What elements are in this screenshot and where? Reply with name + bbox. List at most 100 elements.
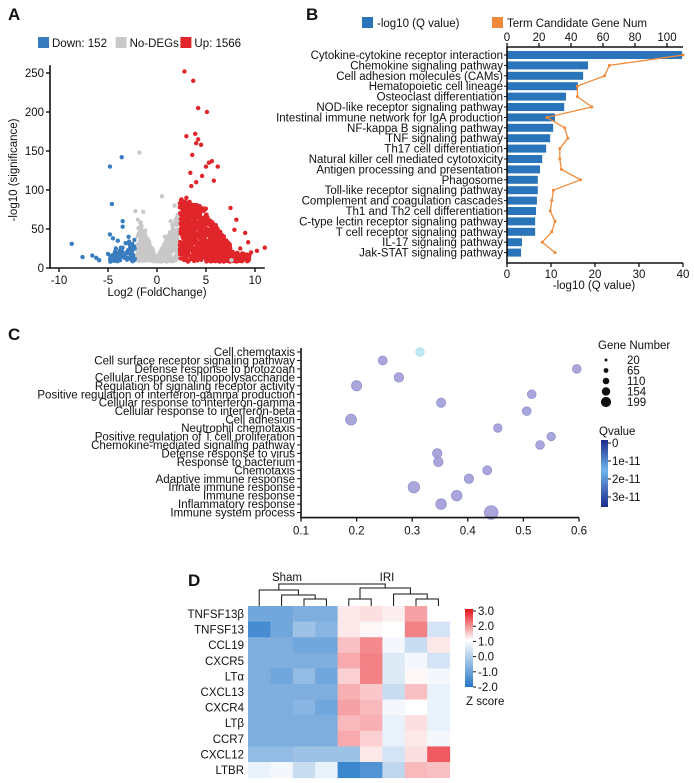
heatmap-cell xyxy=(404,746,428,763)
panel-letter-d: D xyxy=(188,571,200,590)
volcano-point-up xyxy=(211,227,216,232)
go-bubble xyxy=(432,448,443,459)
volcano-point-up xyxy=(193,131,198,137)
heatmap-cell xyxy=(270,730,294,747)
go-x-tick-label: 0.3 xyxy=(404,526,420,538)
heatmap-cell xyxy=(360,668,383,685)
volcano-point-down xyxy=(115,238,121,243)
heatmap-color-tick-label: 0.0 xyxy=(478,652,494,664)
volcano-point-up xyxy=(183,242,188,247)
heatmap-cell xyxy=(427,762,451,779)
volcano-point-nodegs xyxy=(138,246,143,251)
volcano-point-down xyxy=(105,251,111,257)
heatmap-cell xyxy=(315,606,339,623)
kegg-category-label: Cell adhesion molecules (CAMs) xyxy=(336,71,503,83)
kegg-gene-num-point xyxy=(559,167,563,171)
kegg-bar xyxy=(507,155,543,163)
go-size-legend-dot xyxy=(600,396,612,408)
volcano-point-up xyxy=(209,251,214,256)
volcano-point-nodegs xyxy=(162,234,168,239)
volcano-point-up xyxy=(194,180,199,185)
heatmap-cell xyxy=(292,606,316,623)
kegg-bar xyxy=(507,186,538,195)
volcano-point-nodeg xyxy=(141,257,146,262)
kegg-category-label: C-type lectin receptor signaling pathway xyxy=(299,216,503,228)
go-bubble xyxy=(415,347,425,357)
heatmap-cell xyxy=(360,606,383,623)
go-color-tick-label: 2e-11 xyxy=(612,474,641,486)
heatmap-cell xyxy=(360,699,383,716)
volcano-point-up xyxy=(177,205,182,210)
volcano-point-down xyxy=(115,258,120,263)
go-category-label: Response to bacterium xyxy=(177,457,295,469)
volcano-legend-swatch xyxy=(38,37,49,48)
heatmap-cell xyxy=(337,621,361,638)
kegg-category-label: Jak-STAT signaling pathway xyxy=(359,248,503,260)
kegg-gene-num-point xyxy=(575,95,579,99)
volcano-point-up xyxy=(199,240,204,245)
volcano-point-down xyxy=(119,155,124,160)
go-category-label: Immune system process xyxy=(170,508,295,520)
go-category-label: Chemotaxis xyxy=(234,465,295,477)
volcano-point-nodeg xyxy=(139,238,144,243)
volcano-point-up xyxy=(217,255,222,260)
volcano-point-up xyxy=(189,210,194,215)
go-category-label: Positive regulation of interferon-gamma … xyxy=(37,389,295,401)
go-size-legend-label: 20 xyxy=(627,355,640,367)
volcano-point-up xyxy=(194,141,199,146)
go-bubble xyxy=(535,440,545,450)
kegg-bar xyxy=(507,144,547,153)
kegg-category-label: Th1 and Th2 cell differentiation xyxy=(346,206,504,218)
heatmap-cell xyxy=(292,730,316,747)
heatmap-group-label-sham: Sham xyxy=(272,572,302,584)
volcano-point-up xyxy=(226,243,231,248)
volcano-point-up xyxy=(197,246,202,251)
volcano-point-up xyxy=(209,158,215,164)
heatmap-cell xyxy=(360,746,383,763)
panel-letter-c: C xyxy=(8,325,20,344)
volcano-point-down xyxy=(90,253,95,258)
go-bubble xyxy=(433,456,444,467)
kegg-bar xyxy=(507,165,540,174)
heatmap-cell xyxy=(248,668,271,685)
go-bubble xyxy=(526,389,537,400)
volcano-y-tick-label: 0 xyxy=(38,263,44,275)
volcano-point-up xyxy=(187,199,192,204)
volcano-point-up xyxy=(210,245,215,250)
kegg-bar xyxy=(507,71,584,80)
go-category-label: Cellular response to lipopolysaccharide xyxy=(95,372,295,384)
go-bubble xyxy=(345,413,357,426)
kegg-x-tick-label: 30 xyxy=(633,269,646,281)
heatmap-cell xyxy=(315,621,339,638)
heatmap-cell xyxy=(404,684,428,701)
kegg-category-label: Complement and coagulation cascades xyxy=(302,196,504,208)
volcano-point-nodeg xyxy=(173,254,178,259)
heatmap-cell xyxy=(270,637,294,654)
go-bubble xyxy=(521,406,532,416)
volcano-point-nodegs xyxy=(157,250,163,255)
go-category-label: Regulation of signaling receptor activit… xyxy=(95,381,295,393)
kegg-top-tick-label: 60 xyxy=(597,32,610,44)
volcano-point-nodegs xyxy=(174,230,179,236)
volcano-point-up xyxy=(194,244,199,249)
heatmap-row-label: TNFSF13β xyxy=(188,609,245,621)
heatmap-cell xyxy=(382,746,406,763)
heatmap-cell xyxy=(315,730,339,747)
volcano-point-down xyxy=(125,250,130,255)
heatmap-cell xyxy=(427,715,451,732)
heatmap-row-label: CXCR5 xyxy=(205,656,244,668)
volcano-point-nodeg xyxy=(173,257,178,262)
go-bubble xyxy=(483,505,499,520)
volcano-point-up xyxy=(179,218,184,223)
heatmap-cell xyxy=(315,746,339,763)
go-size-legend-dot xyxy=(604,358,608,362)
go-category-label: Cellular response to interferon-beta xyxy=(115,406,296,418)
volcano-point-up xyxy=(196,231,201,236)
heatmap-row-label: CCR7 xyxy=(213,734,244,746)
heatmap-cell xyxy=(270,621,294,638)
go-bubble xyxy=(377,355,388,366)
volcano-point-down xyxy=(113,246,119,251)
kegg-category-label: Phagosome xyxy=(442,175,503,187)
volcano-point-up xyxy=(198,142,204,147)
volcano-point-up xyxy=(186,230,191,235)
